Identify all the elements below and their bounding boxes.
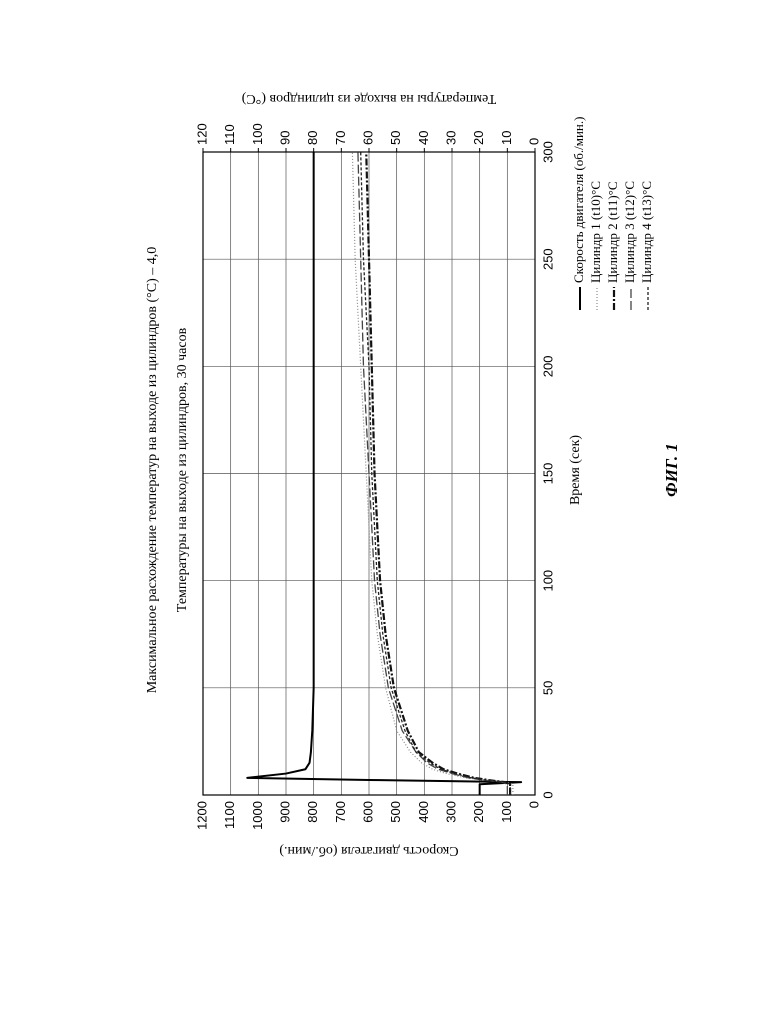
y2-tick-label: 80 — [305, 131, 320, 145]
page: Максимальное расхождение температур на в… — [0, 0, 780, 1027]
y2-tick-label: 120 — [194, 123, 209, 145]
legend-label: Скорость двигателя (об./мин.) — [571, 117, 586, 283]
y2-tick-label: 10 — [499, 131, 514, 145]
chart: Максимальное расхождение температур на в… — [145, 91, 681, 858]
y2-tick-label: 30 — [443, 131, 458, 145]
x-tick-label: 250 — [540, 248, 555, 270]
y2-tick-label: 50 — [388, 131, 403, 145]
y-tick-label: 0 — [526, 801, 541, 808]
y2-tick-label: 40 — [416, 131, 431, 145]
y-tick-label: 1100 — [222, 801, 237, 829]
y-tick-label: 400 — [416, 801, 431, 823]
x-tick-label: 300 — [540, 141, 555, 163]
x-axis-label: Время (сек) — [568, 435, 583, 505]
x-tick-label: 0 — [540, 791, 555, 798]
legend-label: Цилиндр 1 (t10)°C — [588, 181, 603, 283]
y-tick-label: 100 — [499, 801, 514, 823]
y2-tick-label: 100 — [250, 123, 265, 145]
y-tick-label: 1000 — [250, 801, 265, 830]
x-tick-label: 150 — [540, 463, 555, 485]
y-tick-label: 300 — [443, 801, 458, 823]
y-tick-label: 900 — [277, 801, 292, 823]
x-tick-label: 50 — [540, 681, 555, 695]
legend-label: Цилиндр 2 (t11)°C — [605, 181, 620, 283]
y-axis-label: Скорость двигателя (об./мин.) — [279, 843, 459, 858]
y-tick-label: 1200 — [194, 801, 209, 830]
y2-tick-label: 20 — [471, 131, 486, 145]
y-tick-label: 600 — [360, 801, 375, 823]
legend-label: Цилиндр 4 (t13)°C — [639, 181, 654, 283]
y2-tick-label: 0 — [526, 138, 541, 145]
y-tick-label: 800 — [305, 801, 320, 823]
y2-tick-label: 90 — [277, 131, 292, 145]
x-tick-label: 200 — [540, 355, 555, 377]
x-tick-label: 100 — [540, 570, 555, 592]
figure-label: ФИГ. 1 — [662, 443, 681, 497]
y-tick-label: 700 — [333, 801, 348, 823]
y-tick-label: 200 — [471, 801, 486, 823]
y2-tick-label: 60 — [360, 131, 375, 145]
chart-title: Максимальное расхождение температур на в… — [145, 247, 160, 694]
y2-tick-label: 70 — [333, 131, 348, 145]
legend-label: Цилиндр 3 (t12)°C — [622, 181, 637, 283]
y2-tick-label: 110 — [222, 124, 237, 145]
y-tick-label: 500 — [388, 801, 403, 823]
y2-axis-label: Температуры на выходе из цилиндров (°C) — [241, 91, 496, 106]
chart-subtitle: Температуры на выходе из цилиндров, 30 ч… — [175, 327, 190, 612]
